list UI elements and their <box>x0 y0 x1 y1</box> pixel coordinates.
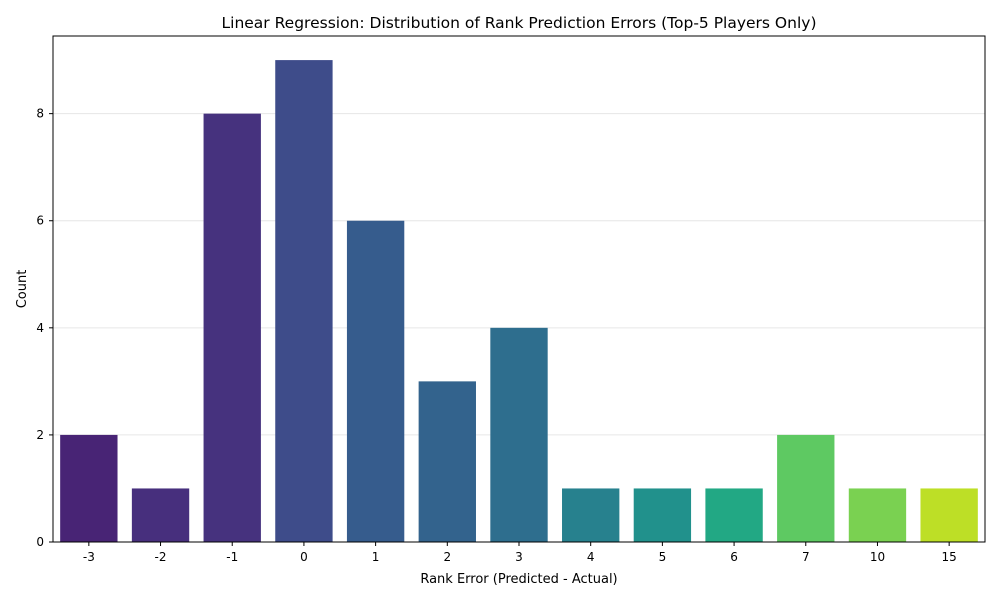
bar-5 <box>633 488 692 542</box>
y-tick-label: 6 <box>36 214 44 228</box>
y-axis-label: Count <box>15 270 30 309</box>
bar--3 <box>60 434 118 542</box>
y-tick-label: 8 <box>36 107 44 121</box>
bar--2 <box>131 488 190 542</box>
x-tick-label: 10 <box>870 550 885 564</box>
x-axis-ticks: -3 -2 -1 0 1 2 3 4 5 6 7 10 15 <box>83 542 957 564</box>
bar-6 <box>705 488 763 542</box>
x-tick-label: 6 <box>730 550 738 564</box>
x-tick-label: 2 <box>443 550 451 564</box>
chart-title: Linear Regression: Distribution of Rank … <box>222 14 817 32</box>
x-tick-label: 15 <box>942 550 957 564</box>
x-tick-label: 5 <box>659 550 667 564</box>
x-tick-label: 3 <box>515 550 523 564</box>
y-tick-label: 0 <box>36 535 44 549</box>
bar-1 <box>346 220 405 542</box>
x-tick-label: 1 <box>372 550 380 564</box>
x-tick-label: -1 <box>226 550 238 564</box>
y-tick-label: 2 <box>36 428 44 442</box>
bar-15 <box>920 488 978 542</box>
x-tick-label: 7 <box>802 550 810 564</box>
bar--1 <box>203 113 261 543</box>
x-tick-label: -2 <box>155 550 167 564</box>
bar-0 <box>275 60 333 542</box>
y-axis-ticks: 0 2 4 6 8 <box>36 107 53 549</box>
x-tick-label: 4 <box>587 550 595 564</box>
bar-2 <box>418 381 476 542</box>
y-tick-label: 4 <box>36 321 44 335</box>
bar-7 <box>777 434 835 542</box>
x-tick-label: -3 <box>83 550 95 564</box>
bars <box>60 60 978 543</box>
bar-3 <box>490 327 548 542</box>
x-tick-label: 0 <box>300 550 308 564</box>
bar-10 <box>848 488 907 542</box>
x-axis-label: Rank Error (Predicted - Actual) <box>420 572 617 587</box>
bar-4 <box>562 488 620 542</box>
